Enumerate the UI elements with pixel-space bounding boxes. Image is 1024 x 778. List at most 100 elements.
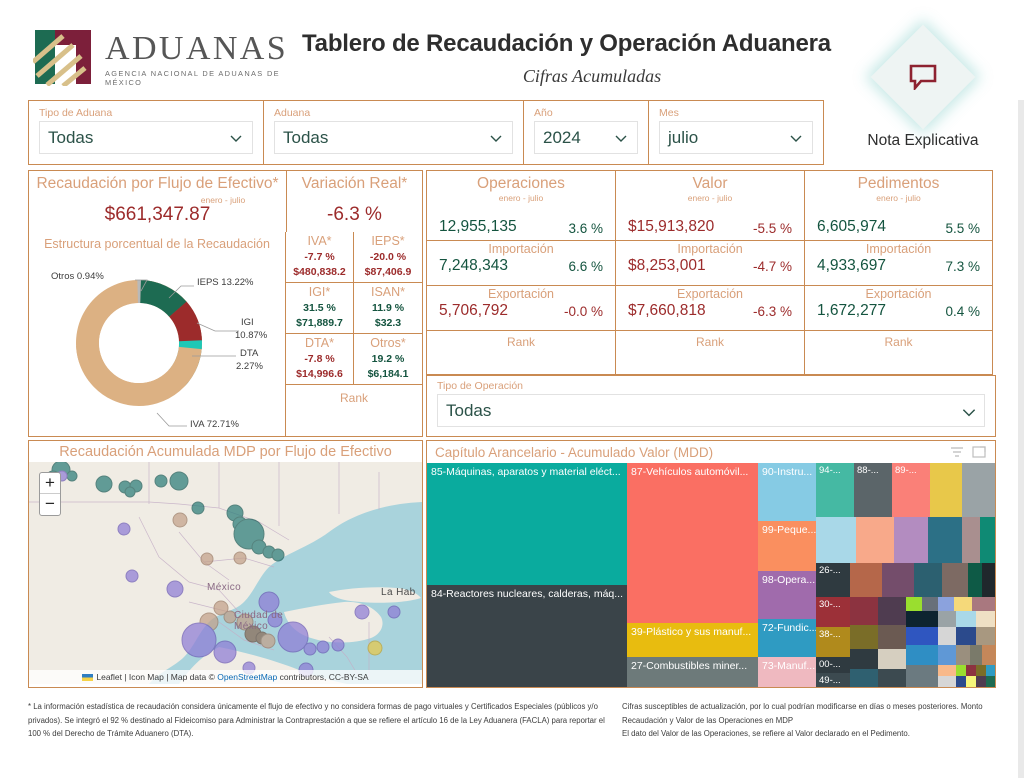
- tax-cell-otros[interactable]: Otros* 19.2 % $6,184.1: [354, 334, 422, 385]
- treemap-tile[interactable]: 38-...: [816, 627, 850, 657]
- treemap-tile[interactable]: [982, 645, 995, 665]
- treemap-tile[interactable]: [942, 563, 968, 597]
- treemap-tile[interactable]: [982, 563, 995, 597]
- treemap-tile[interactable]: [938, 611, 956, 627]
- treemap-tile[interactable]: 30-...: [816, 597, 850, 627]
- treemap-tile[interactable]: [986, 676, 995, 687]
- kpi-total-value: 6,605,974: [817, 218, 886, 235]
- treemap-tile[interactable]: [882, 563, 914, 597]
- treemap-tile[interactable]: 00-...: [816, 657, 850, 673]
- treemap-tile[interactable]: [894, 517, 928, 563]
- nota-explicativa-button[interactable]: Nota Explicativa: [843, 24, 1003, 150]
- map-zoom-out-button[interactable]: −: [45, 494, 55, 513]
- filter-ano[interactable]: Año 2024: [524, 101, 649, 164]
- treemap-tile[interactable]: 73-Manuf...: [758, 657, 816, 687]
- treemap-tile[interactable]: [956, 627, 976, 645]
- tax-cell-dta[interactable]: DTA* -7.8 % $14,996.6: [286, 334, 354, 385]
- map-zoom-in-button[interactable]: +: [40, 473, 60, 494]
- treemap-tile[interactable]: [938, 597, 954, 611]
- treemap-tile[interactable]: [906, 627, 938, 645]
- kpi-rank-label[interactable]: Rank: [506, 335, 535, 349]
- treemap-tile[interactable]: 94-...: [816, 463, 854, 517]
- tax-rank-label[interactable]: Rank: [339, 391, 368, 405]
- treemap-tile[interactable]: 99-Peque...: [758, 521, 816, 571]
- filter-tipo-operacion-select[interactable]: Todas: [437, 394, 985, 427]
- tax-cell-isan[interactable]: ISAN* 11.9 % $32.3: [354, 283, 422, 334]
- treemap-tile[interactable]: 87-Vehículos automóvil...: [627, 463, 758, 623]
- filter-icon[interactable]: [949, 444, 965, 460]
- treemap-tile[interactable]: 26-...: [816, 563, 850, 597]
- treemap-tile[interactable]: [938, 676, 956, 687]
- tax-cell-iva[interactable]: IVA* -7.7 % $480,838.2: [286, 232, 354, 283]
- treemap-tile[interactable]: [816, 517, 856, 563]
- treemap-tile[interactable]: [976, 676, 986, 687]
- kpi-rank-label[interactable]: Rank: [695, 335, 724, 349]
- openstreetmap-link[interactable]: OpenStreetMap: [217, 672, 278, 682]
- filter-tipo-operacion[interactable]: Tipo de Operación Todas: [426, 375, 996, 437]
- treemap-tile[interactable]: [906, 645, 938, 665]
- treemap-tile[interactable]: [972, 597, 995, 611]
- treemap-tile[interactable]: 88-...: [854, 463, 892, 517]
- treemap-tile[interactable]: [962, 463, 995, 517]
- treemap-tile[interactable]: [850, 649, 878, 669]
- treemap-tile[interactable]: [986, 665, 995, 676]
- tax-cell-igi[interactable]: IGI* 31.5 % $71,889.7: [286, 283, 354, 334]
- treemap-tile[interactable]: [976, 627, 995, 645]
- treemap-tile[interactable]: [938, 627, 956, 645]
- filter-aduana-select[interactable]: Todas: [274, 121, 513, 154]
- filter-tipo-aduana[interactable]: Tipo de Aduana Todas: [29, 101, 264, 164]
- treemap-tile[interactable]: [956, 611, 976, 627]
- treemap-tile[interactable]: 27-Combustibles miner...: [627, 657, 758, 687]
- treemap-tile[interactable]: 89-...: [892, 463, 930, 517]
- treemap-tile[interactable]: [878, 669, 906, 687]
- filter-mes[interactable]: Mes julio: [649, 101, 823, 164]
- treemap-tile[interactable]: [956, 665, 966, 676]
- treemap-tile[interactable]: 85-Máquinas, aparatos y material eléct..…: [427, 463, 627, 585]
- map-canvas[interactable]: México Ciudad de México La Hab + − Leafl…: [29, 462, 422, 684]
- treemap-tile[interactable]: 84-Reactores nucleares, calderas, máq...: [427, 585, 627, 687]
- treemap-tile[interactable]: [850, 669, 878, 687]
- treemap-tile[interactable]: [878, 649, 906, 669]
- treemap-tile[interactable]: [956, 676, 966, 687]
- treemap-tile[interactable]: [966, 665, 976, 676]
- filter-ano-select[interactable]: 2024: [534, 121, 638, 154]
- focus-mode-icon[interactable]: [971, 444, 987, 460]
- treemap-tile[interactable]: [976, 611, 995, 627]
- kpi-rank-label[interactable]: Rank: [884, 335, 913, 349]
- treemap-tile[interactable]: [922, 597, 938, 611]
- treemap-tile[interactable]: [970, 645, 982, 665]
- treemap-tile[interactable]: [850, 625, 878, 649]
- treemap-tile[interactable]: [878, 625, 906, 649]
- treemap-tile[interactable]: [850, 563, 882, 597]
- treemap-tile[interactable]: 39-Plástico y sus manuf...: [627, 623, 758, 657]
- treemap-tile[interactable]: [962, 517, 980, 563]
- tax-cell-ieps[interactable]: IEPS* -20.0 % $87,406.9: [354, 232, 422, 283]
- nota-diamond[interactable]: [870, 24, 976, 130]
- donut-chart[interactable]: Otros 0.94% IEPS 13.22% IGI 10.87% DTA 2…: [29, 251, 287, 431]
- treemap-tile[interactable]: [954, 597, 972, 611]
- treemap-tile[interactable]: [878, 597, 906, 625]
- treemap-tile[interactable]: [966, 676, 976, 687]
- treemap-tile[interactable]: [956, 645, 970, 665]
- treemap-tile[interactable]: 49-...: [816, 673, 850, 687]
- filter-aduana[interactable]: Aduana Todas: [264, 101, 524, 164]
- treemap-tile[interactable]: [906, 597, 922, 611]
- filter-mes-select[interactable]: julio: [659, 121, 813, 154]
- treemap-tile[interactable]: [850, 597, 878, 625]
- treemap-canvas[interactable]: 85-Máquinas, aparatos y material eléct..…: [427, 463, 995, 687]
- treemap-tile[interactable]: [980, 517, 995, 563]
- treemap-tile[interactable]: [938, 645, 956, 665]
- treemap-tile[interactable]: [928, 517, 962, 563]
- treemap-tile[interactable]: [856, 517, 894, 563]
- treemap-tile[interactable]: [976, 665, 986, 676]
- treemap-tile[interactable]: 72-Fundic...: [758, 619, 816, 657]
- treemap-tile[interactable]: [914, 563, 942, 597]
- treemap-tile[interactable]: [906, 665, 938, 687]
- treemap-tile[interactable]: 98-Opera...: [758, 571, 816, 619]
- map-zoom-controls[interactable]: + −: [39, 472, 61, 516]
- treemap-tile[interactable]: [968, 563, 982, 597]
- treemap-tile[interactable]: 90-Instru...: [758, 463, 816, 521]
- filter-tipo-aduana-select[interactable]: Todas: [39, 121, 253, 154]
- treemap-tile[interactable]: [930, 463, 962, 517]
- treemap-tile[interactable]: [906, 611, 938, 627]
